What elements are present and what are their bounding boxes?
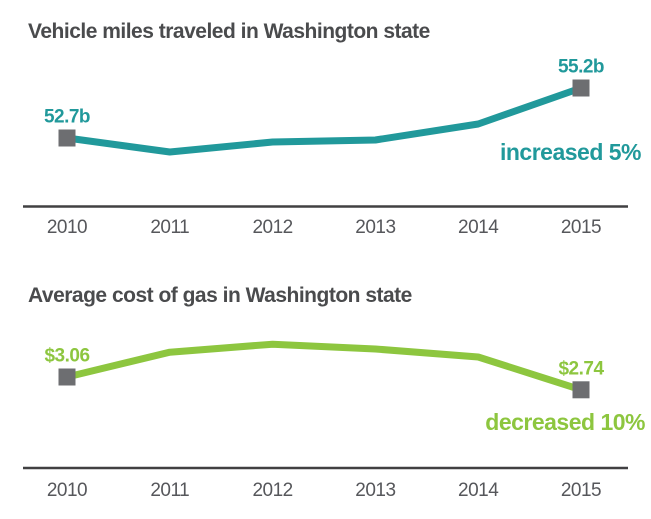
x-tick-label: 2014	[458, 480, 499, 501]
data-line	[66, 84, 583, 156]
chart-title: Vehicle miles traveled in Washington sta…	[28, 20, 430, 43]
chart-section-gas-cost: Average cost of gas in Washington state …	[0, 260, 651, 519]
data-line	[66, 340, 583, 394]
trend-annotation: increased 5%	[500, 139, 641, 165]
x-tick-label: 2010	[47, 480, 87, 501]
x-tick-label: 2015	[561, 217, 601, 238]
endpoint-marker	[58, 368, 76, 386]
endpoint-marker	[572, 79, 590, 97]
x-tick-label: 2015	[561, 480, 601, 501]
trend-annotation: decreased 10%	[485, 409, 645, 435]
x-tick-label: 2014	[458, 217, 499, 238]
point-value-label: $2.74	[558, 358, 604, 379]
vehicle-miles-chart: Vehicle miles traveled in Washington sta…	[23, 20, 642, 238]
chart-title: Average cost of gas in Washington state	[28, 284, 412, 307]
x-tick-label: 2011	[150, 480, 189, 501]
x-tick-label: 2013	[355, 480, 395, 501]
x-tick-label: 2012	[252, 480, 292, 501]
gas-cost-chart: Average cost of gas in Washington state …	[23, 284, 646, 501]
x-tick-label: 2011	[150, 217, 189, 238]
point-value-label: 52.7b	[44, 107, 90, 128]
endpoint-marker	[58, 129, 76, 147]
endpoint-marker	[572, 381, 590, 399]
point-value-label: 55.2b	[558, 57, 604, 78]
x-tick-label: 2010	[47, 217, 87, 238]
x-tick-label: 2012	[252, 217, 292, 238]
chart-section-vehicle-miles: Vehicle miles traveled in Washington sta…	[23, 20, 642, 238]
x-tick-label: 2013	[355, 217, 395, 238]
point-value-label: $3.06	[44, 346, 89, 367]
